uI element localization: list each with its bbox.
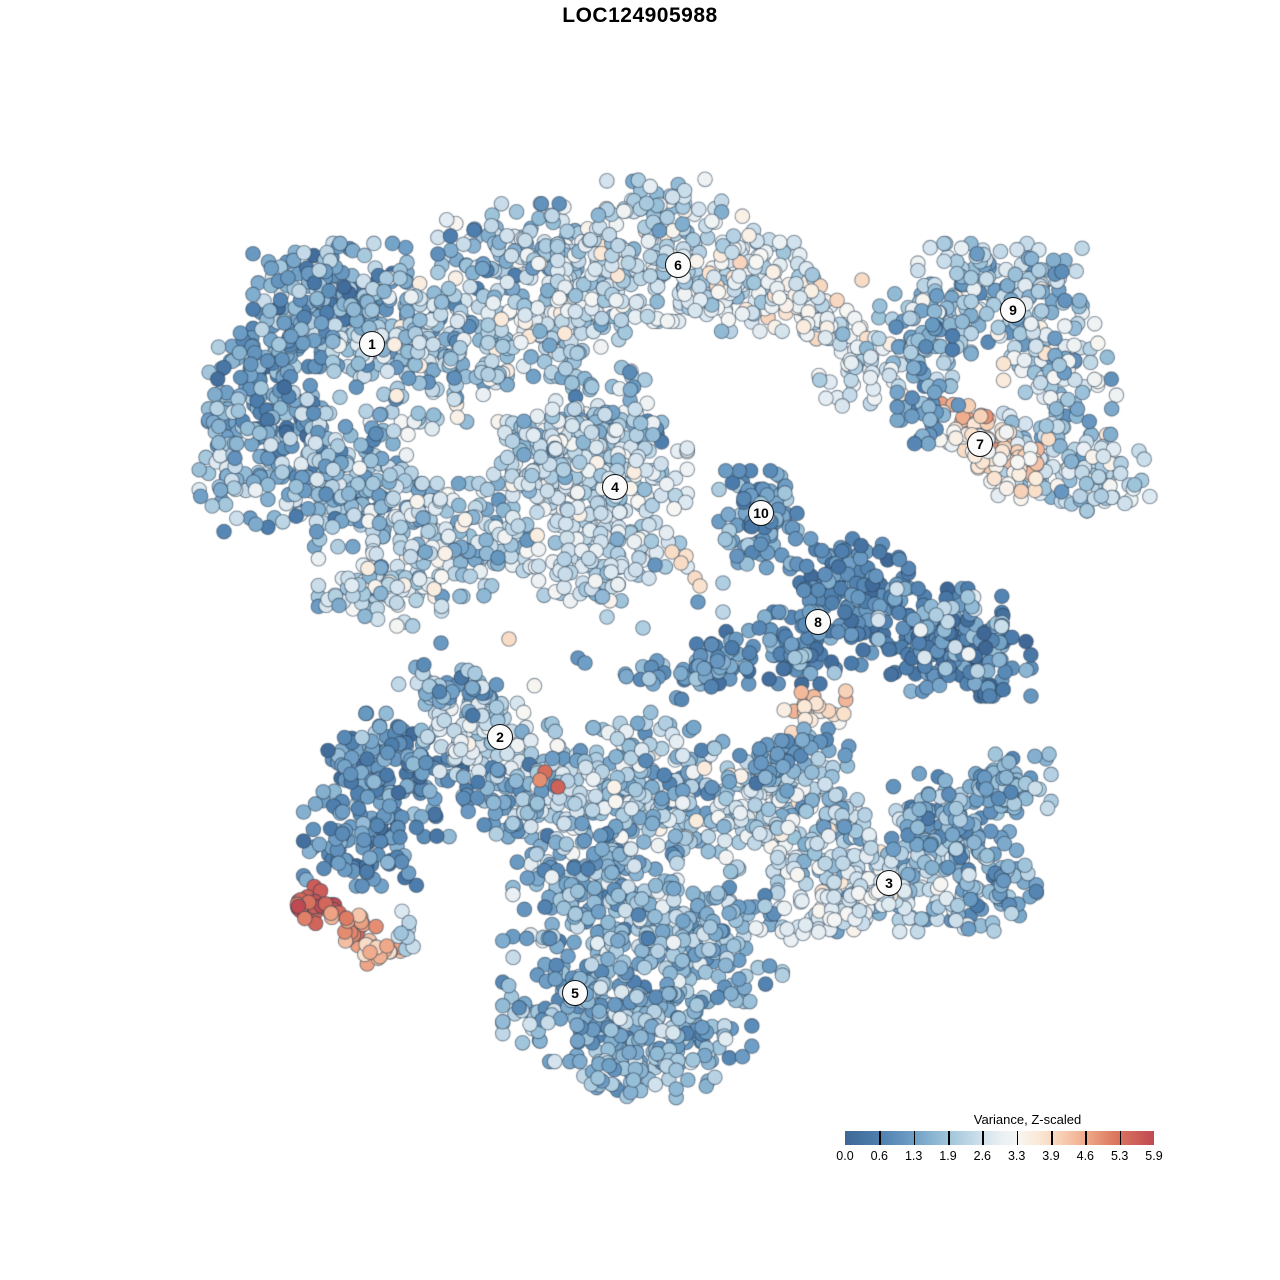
colorbar-divider (1051, 1131, 1053, 1145)
colorbar-gradient (845, 1131, 1154, 1145)
cluster-label-6: 6 (665, 252, 691, 278)
colorbar-divider (948, 1131, 950, 1145)
colorbar-divider (1085, 1131, 1087, 1145)
colorbar-tick: 3.9 (1042, 1149, 1060, 1163)
colorbar-tick: 1.3 (904, 1149, 923, 1163)
colorbar-tick: 0.0 (836, 1149, 854, 1163)
colorbar-divider (879, 1131, 881, 1145)
colorbar-tick: 2.6 (973, 1149, 992, 1163)
cluster-label-10: 10 (748, 500, 774, 526)
cluster-label-2: 2 (487, 724, 513, 750)
colorbar-tick: 4.6 (1076, 1149, 1095, 1163)
cluster-label-9: 9 (1000, 297, 1026, 323)
cluster-label-8: 8 (805, 609, 831, 635)
colorbar-tick: 1.9 (939, 1149, 957, 1163)
colorbar-legend: Variance, Z-scaled 0.0 0.6 1.3 1.9 2.6 3.3 3.9… (836, 1112, 1162, 1165)
colorbar-tick: 5.9 (1145, 1149, 1163, 1163)
cluster-label-7: 7 (967, 431, 993, 457)
colorbar-divider (982, 1131, 984, 1145)
cluster-label-1: 1 (359, 331, 385, 357)
cluster-label-4: 4 (602, 474, 628, 500)
colorbar-divider (1119, 1131, 1122, 1145)
colorbar-title: Variance, Z-scaled (973, 1112, 1082, 1127)
colorbar-divider (1016, 1131, 1019, 1145)
colorbar-tick: 0.6 (870, 1149, 889, 1163)
colorbar-tick: 3.3 (1007, 1149, 1026, 1163)
colorbar-tick-labels: 0.0 0.6 1.3 1.9 2.6 3.3 3.9 4.6 5.3 5.9 (836, 1149, 1162, 1165)
cluster-label-5: 5 (562, 980, 588, 1006)
cluster-label-3: 3 (876, 870, 902, 896)
colorbar-divider (913, 1131, 916, 1145)
colorbar-tick: 5.3 (1110, 1149, 1129, 1163)
